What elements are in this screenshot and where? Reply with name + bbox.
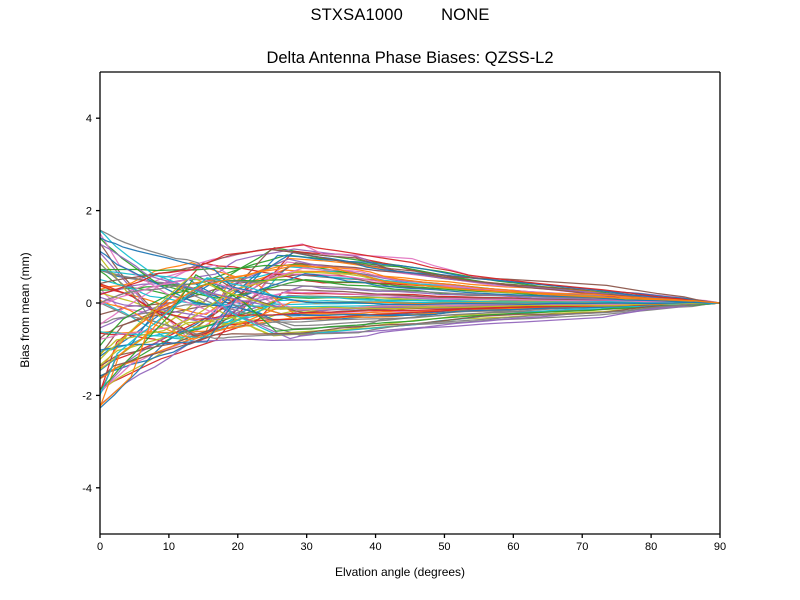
- svg-text:60: 60: [507, 541, 519, 553]
- svg-text:70: 70: [576, 541, 588, 553]
- svg-text:10: 10: [163, 541, 175, 553]
- svg-text:20: 20: [232, 541, 244, 553]
- svg-text:0: 0: [97, 541, 103, 553]
- svg-text:30: 30: [301, 541, 313, 553]
- svg-text:2: 2: [86, 206, 92, 218]
- svg-text:90: 90: [714, 541, 726, 553]
- svg-text:4: 4: [86, 113, 92, 125]
- svg-text:0: 0: [86, 298, 92, 310]
- svg-text:-2: -2: [82, 390, 92, 402]
- svg-text:40: 40: [369, 541, 381, 553]
- svg-text:-4: -4: [82, 483, 92, 495]
- svg-text:50: 50: [438, 541, 450, 553]
- svg-text:80: 80: [645, 541, 657, 553]
